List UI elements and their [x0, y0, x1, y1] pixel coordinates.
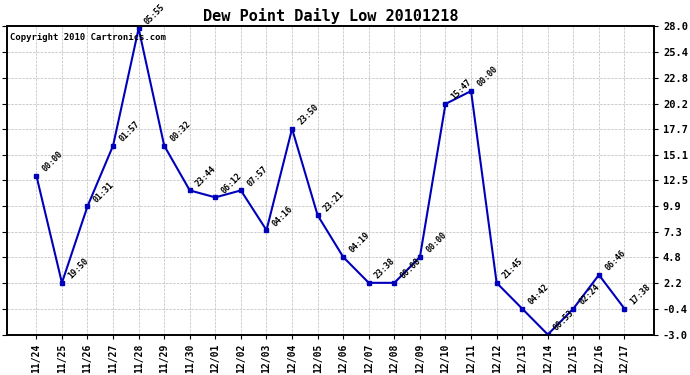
Title: Dew Point Daily Low 20101218: Dew Point Daily Low 20101218 — [203, 8, 458, 24]
Text: 23:38: 23:38 — [373, 256, 397, 280]
Text: 02:24: 02:24 — [578, 282, 602, 306]
Text: 00:32: 00:32 — [168, 120, 193, 144]
Text: 01:57: 01:57 — [117, 120, 141, 144]
Text: 17:38: 17:38 — [629, 282, 653, 306]
Text: 23:44: 23:44 — [194, 164, 218, 188]
Text: 00:00: 00:00 — [41, 149, 65, 173]
Text: 00:53: 00:53 — [552, 308, 576, 332]
Text: 23:21: 23:21 — [322, 189, 346, 213]
Text: 00:00: 00:00 — [424, 231, 448, 255]
Text: 04:16: 04:16 — [270, 204, 295, 228]
Text: 06:46: 06:46 — [603, 249, 627, 273]
Text: 06:12: 06:12 — [219, 171, 244, 195]
Text: 15:47: 15:47 — [450, 78, 474, 102]
Text: 19:50: 19:50 — [66, 256, 90, 280]
Text: 00:08: 00:08 — [399, 256, 422, 280]
Text: 21:45: 21:45 — [501, 256, 525, 280]
Text: 23:50: 23:50 — [296, 103, 320, 127]
Text: 00:00: 00:00 — [475, 65, 500, 89]
Text: 04:42: 04:42 — [526, 282, 551, 306]
Text: Copyright 2010 Cartronics.com: Copyright 2010 Cartronics.com — [10, 33, 166, 42]
Text: 01:31: 01:31 — [92, 180, 116, 204]
Text: 04:19: 04:19 — [347, 231, 371, 255]
Text: 05:55: 05:55 — [143, 2, 167, 26]
Text: 07:57: 07:57 — [245, 164, 269, 188]
